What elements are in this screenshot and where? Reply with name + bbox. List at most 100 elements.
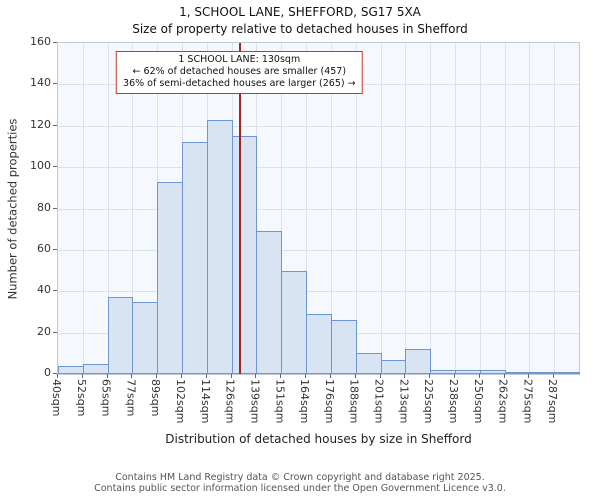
x-tick-mark bbox=[354, 374, 356, 378]
y-tick-label: 20 bbox=[37, 324, 51, 338]
x-tick-mark bbox=[81, 374, 83, 378]
v-gridline bbox=[355, 43, 357, 374]
x-tick-label: 176sqm bbox=[322, 379, 336, 424]
h-gridline bbox=[58, 249, 579, 251]
y-tick-label: 140 bbox=[30, 76, 51, 90]
x-tick-label: 238sqm bbox=[446, 379, 460, 424]
annotation-line-3: 36% of semi-detached houses are larger (… bbox=[123, 77, 356, 89]
h-gridline bbox=[58, 291, 579, 293]
annotation-line-2: ← 62% of detached houses are smaller (45… bbox=[132, 65, 347, 77]
histogram-bar bbox=[58, 365, 84, 374]
histogram-bar bbox=[206, 119, 233, 374]
x-tick-label: 164sqm bbox=[298, 379, 312, 424]
x-tick-label: 126sqm bbox=[223, 379, 237, 424]
x-tick-label: 139sqm bbox=[248, 379, 262, 424]
histogram-bar bbox=[231, 136, 258, 374]
histogram-bar bbox=[454, 369, 481, 374]
y-tick-label: 120 bbox=[30, 117, 51, 131]
x-tick-mark bbox=[503, 374, 505, 378]
y-tick-label: 60 bbox=[37, 241, 51, 255]
x-tick-label: 275sqm bbox=[521, 379, 535, 424]
v-gridline bbox=[82, 43, 84, 374]
y-tick-mark bbox=[53, 207, 57, 209]
v-gridline bbox=[306, 43, 308, 374]
histogram-bar bbox=[330, 320, 357, 374]
y-tick-label: 100 bbox=[30, 159, 51, 173]
x-axis-label: Distribution of detached houses by size … bbox=[165, 432, 472, 446]
annotation-box: 1 SCHOOL LANE: 130sqm ← 62% of detached … bbox=[116, 51, 363, 94]
v-gridline bbox=[132, 43, 134, 374]
v-gridline bbox=[430, 43, 432, 374]
histogram-bar bbox=[306, 314, 332, 374]
plot-area: 1 SCHOOL LANE: 130sqm ← 62% of detached … bbox=[57, 42, 580, 375]
h-gridline bbox=[58, 208, 579, 210]
histogram-bar bbox=[281, 270, 308, 374]
histogram-bar bbox=[430, 369, 456, 374]
x-tick-label: 201sqm bbox=[372, 379, 386, 424]
x-tick-label: 52sqm bbox=[74, 379, 88, 417]
x-tick-label: 250sqm bbox=[471, 379, 485, 424]
x-tick-mark bbox=[230, 374, 232, 378]
x-tick-label: 40sqm bbox=[50, 379, 63, 417]
v-gridline bbox=[380, 43, 382, 374]
v-gridline bbox=[454, 43, 456, 374]
x-tick-label: 151sqm bbox=[273, 379, 287, 424]
chart-title: 1, SCHOOL LANE, SHEFFORD, SG17 5XA bbox=[179, 5, 421, 19]
histogram-bar bbox=[256, 231, 283, 374]
x-tick-mark bbox=[553, 374, 555, 378]
x-tick-mark bbox=[305, 374, 307, 378]
y-tick-mark bbox=[53, 166, 57, 168]
x-tick-label: 188sqm bbox=[347, 379, 361, 424]
histogram-bar bbox=[504, 371, 531, 374]
v-gridline bbox=[107, 43, 109, 374]
x-tick-mark bbox=[181, 374, 183, 378]
x-tick-mark bbox=[131, 374, 133, 378]
x-tick-mark bbox=[329, 374, 331, 378]
x-tick-mark bbox=[453, 374, 455, 378]
x-tick-label: 65sqm bbox=[99, 379, 113, 417]
x-tick-mark bbox=[57, 374, 58, 378]
histogram-bar bbox=[157, 181, 184, 374]
histogram-bar bbox=[107, 297, 134, 374]
footer-copyright-line-2: Contains public sector information licen… bbox=[94, 483, 506, 494]
v-gridline bbox=[405, 43, 407, 374]
h-gridline bbox=[58, 167, 579, 169]
v-gridline bbox=[330, 43, 332, 374]
histogram-bar bbox=[355, 353, 382, 374]
y-tick-label: 40 bbox=[37, 283, 51, 297]
v-gridline bbox=[479, 43, 481, 374]
y-tick-mark bbox=[53, 331, 57, 333]
property-size-marker-line bbox=[239, 43, 241, 374]
y-tick-mark bbox=[53, 83, 57, 85]
y-tick-label: 160 bbox=[30, 35, 51, 48]
x-tick-label: 213sqm bbox=[397, 379, 411, 424]
y-tick-mark bbox=[53, 248, 57, 250]
x-tick-label: 225sqm bbox=[422, 379, 436, 424]
v-gridline bbox=[281, 43, 283, 374]
x-tick-mark bbox=[255, 374, 257, 378]
histogram-bar bbox=[132, 301, 159, 374]
histogram-bar bbox=[529, 371, 556, 374]
histogram-bar bbox=[405, 349, 432, 374]
x-tick-mark bbox=[379, 374, 381, 378]
chart-subtitle: Size of property relative to detached ho… bbox=[132, 22, 468, 36]
x-tick-label: 77sqm bbox=[124, 379, 138, 417]
y-tick-mark bbox=[53, 124, 57, 126]
annotation-line-1: 1 SCHOOL LANE: 130sqm bbox=[178, 54, 301, 65]
x-tick-mark bbox=[156, 374, 158, 378]
x-tick-label: 287sqm bbox=[546, 379, 560, 424]
v-gridline bbox=[554, 43, 556, 374]
x-tick-mark bbox=[478, 374, 480, 378]
y-tick-mark bbox=[53, 290, 57, 292]
h-gridline bbox=[58, 125, 579, 127]
x-tick-mark bbox=[106, 374, 108, 378]
v-gridline bbox=[504, 43, 506, 374]
footer-copyright-line-1: Contains HM Land Registry data © Crown c… bbox=[115, 472, 485, 483]
y-tick-mark bbox=[53, 373, 57, 374]
v-gridline bbox=[529, 43, 531, 374]
x-tick-mark bbox=[528, 374, 530, 378]
x-tick-mark bbox=[205, 374, 207, 378]
histogram-bar bbox=[182, 142, 208, 374]
y-tick-mark bbox=[53, 42, 57, 43]
